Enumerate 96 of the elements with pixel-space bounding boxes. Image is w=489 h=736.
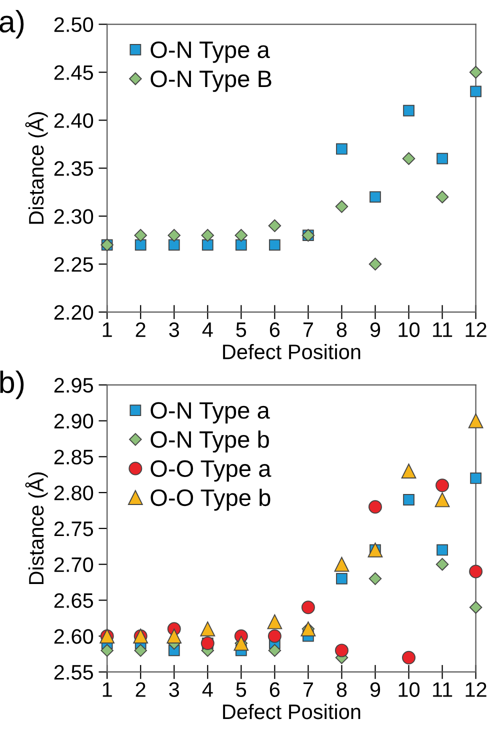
x-tick-label: 2 — [136, 322, 146, 337]
point — [168, 228, 181, 242]
point — [368, 572, 382, 586]
point — [100, 644, 114, 657]
y-axis-title: Distance (Å) — [25, 112, 48, 224]
point — [201, 228, 214, 242]
x-tick-label: 11 — [433, 682, 452, 697]
legend-label: O-N Type a — [150, 402, 270, 424]
point — [402, 650, 416, 664]
point — [436, 478, 450, 492]
legend-label: O-O Type a — [150, 460, 272, 482]
point — [268, 239, 280, 251]
point — [301, 600, 315, 614]
x-tick-label: 4 — [202, 322, 213, 337]
x-tick-label: 12 — [466, 682, 486, 697]
point — [368, 500, 382, 514]
x-tick-label: 1 — [102, 322, 112, 337]
y-axis-title: Distance (Å) — [25, 472, 48, 584]
x-tick-label: 8 — [336, 322, 347, 338]
point — [434, 492, 450, 508]
x-tick-label: 8 — [336, 682, 347, 697]
point — [134, 228, 147, 242]
x-tick-label: 12 — [466, 322, 486, 337]
y-tick-label: 2.30 — [54, 209, 94, 224]
point — [403, 494, 414, 506]
point — [335, 200, 348, 213]
y-tick-label: 2.50 — [54, 17, 94, 32]
point — [468, 413, 484, 428]
point — [336, 143, 348, 155]
point — [370, 191, 381, 203]
text: b) — [0, 370, 24, 400]
point — [368, 258, 382, 270]
x-tick-label: 2 — [136, 682, 146, 697]
x-axis-title: Defect Position — [223, 704, 360, 720]
y-tick-label: 2.95 — [54, 378, 94, 393]
x-tick-label: 10 — [398, 682, 420, 697]
x-tick-label: 10 — [398, 322, 420, 338]
x-tick-label: 6 — [270, 322, 280, 338]
y-tick-label: 2.45 — [54, 65, 94, 80]
x-tick-label: 7 — [303, 682, 313, 697]
point — [268, 644, 282, 657]
point — [469, 564, 483, 578]
point — [235, 239, 247, 251]
x-tick-label: 9 — [370, 682, 380, 697]
y-tick-label: 2.60 — [54, 629, 94, 644]
point — [470, 472, 482, 484]
y-tick-label: 2.90 — [54, 414, 94, 429]
y-tick-label: 2.20 — [54, 305, 94, 320]
point — [403, 104, 414, 116]
point — [436, 558, 449, 571]
point — [134, 239, 146, 251]
y-tick-label: 2.70 — [54, 557, 94, 572]
point — [436, 544, 448, 556]
legend-label: O-O Type b — [150, 488, 270, 511]
point — [436, 152, 448, 164]
y-tick-label: 2.40 — [54, 113, 94, 128]
point — [166, 628, 182, 644]
y-tick-label: 2.55 — [54, 664, 94, 680]
x-tick-label: 1 — [102, 682, 112, 697]
point — [436, 190, 449, 204]
point — [336, 572, 348, 584]
legend-label: O-N Type B — [150, 70, 272, 92]
point — [234, 228, 248, 242]
x-tick-label: 9 — [370, 322, 380, 338]
y-tick-label: 2.85 — [54, 450, 94, 464]
legend-label: O-N Type a — [150, 41, 270, 63]
point — [402, 152, 416, 165]
point — [470, 86, 482, 98]
point — [268, 629, 282, 643]
point — [202, 239, 214, 251]
point — [469, 601, 482, 614]
x-tick-label: 5 — [236, 322, 246, 338]
point — [469, 66, 482, 79]
point — [168, 239, 180, 251]
x-tick-label: 6 — [270, 682, 280, 697]
point — [200, 621, 216, 636]
x-tick-label: 4 — [202, 682, 213, 697]
point — [401, 464, 416, 478]
point — [134, 644, 147, 657]
point — [268, 219, 282, 232]
y-tick-label: 2.80 — [54, 486, 94, 500]
y-tick-label: 2.35 — [54, 161, 94, 176]
y-tick-label: 2.75 — [54, 521, 94, 536]
x-axis-title: Defect Position — [223, 344, 360, 360]
x-tick-label: 3 — [169, 322, 180, 338]
point — [267, 614, 282, 630]
x-tick-label: 11 — [433, 322, 452, 337]
legend-label: O-N Type b — [150, 430, 269, 453]
text: a) — [0, 10, 24, 39]
x-tick-label: 5 — [236, 682, 246, 697]
x-tick-label: 3 — [169, 682, 180, 697]
x-tick-label: 7 — [303, 322, 313, 337]
point — [334, 556, 350, 572]
y-tick-label: 2.65 — [54, 593, 94, 608]
y-tick-label: 2.25 — [54, 257, 94, 272]
point — [334, 644, 348, 658]
